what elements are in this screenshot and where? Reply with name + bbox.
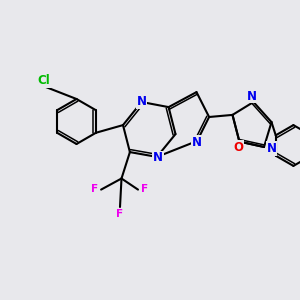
Text: N: N xyxy=(266,142,277,155)
Text: F: F xyxy=(91,184,98,194)
Text: N: N xyxy=(247,89,257,103)
Text: F: F xyxy=(141,184,148,194)
Text: N: N xyxy=(136,95,147,108)
Text: F: F xyxy=(116,208,124,219)
Text: N: N xyxy=(192,136,202,149)
Text: N: N xyxy=(153,151,163,164)
Text: O: O xyxy=(233,141,243,154)
Text: Cl: Cl xyxy=(37,74,50,87)
